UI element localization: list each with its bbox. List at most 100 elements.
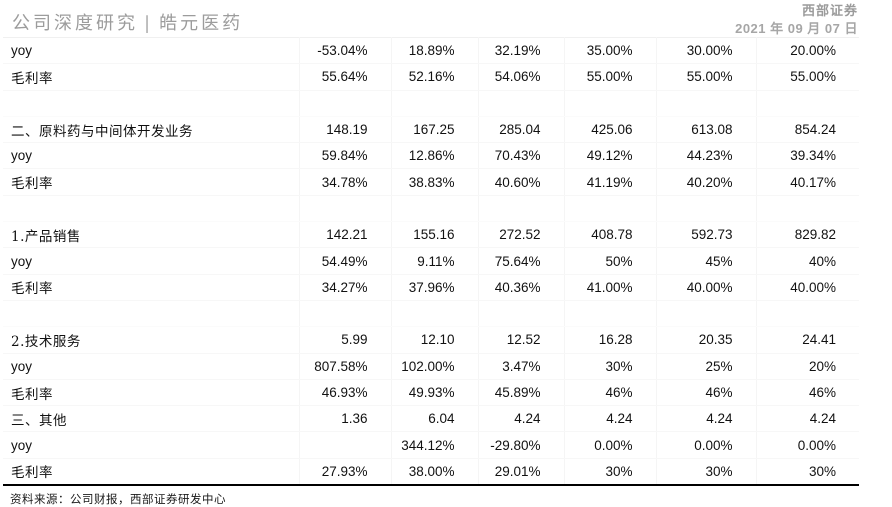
cell-value: 75.64% — [478, 247, 565, 275]
cell-value: 272.52 — [478, 221, 565, 249]
cell-value: 40.00% — [656, 274, 757, 301]
cell-value: 807.58% — [299, 353, 392, 380]
row-label: yoy — [3, 37, 300, 65]
cell-value: 54.49% — [299, 247, 392, 275]
table-row — [3, 300, 859, 328]
cell-value — [564, 300, 657, 328]
table-row — [3, 195, 859, 223]
table-row: yoy 807.58% 102.00% 3.47% 30% 25% 20% — [3, 353, 859, 380]
title-separator: | — [144, 13, 154, 34]
row-label: 二、原料药与中间体开发业务 — [3, 116, 300, 144]
cell-value: 52.16% — [391, 63, 479, 91]
cell-value: 46% — [656, 379, 757, 407]
cell-value: 12.86% — [391, 142, 479, 170]
cell-value: 40.36% — [478, 274, 565, 301]
cell-value — [391, 195, 479, 223]
cell-value: 0.00% — [564, 431, 657, 459]
cell-value: 148.19 — [299, 116, 392, 144]
cell-value: 49.93% — [391, 379, 479, 407]
table-row: 毛利率 34.27% 37.96% 40.36% 41.00% 40.00% 40.00% — [3, 274, 859, 301]
cell-value: 30% — [756, 458, 859, 486]
row-label: 毛利率 — [3, 458, 300, 486]
cell-value: 102.00% — [391, 353, 479, 380]
table-row: yoy 54.49% 9.11% 75.64% 50% 45% 40% — [3, 247, 859, 275]
cell-value: 9.11% — [391, 247, 479, 275]
cell-value: 30.00% — [656, 37, 757, 65]
cell-value: 285.04 — [478, 116, 565, 144]
cell-value: 40.00% — [756, 274, 859, 301]
cell-value: 1.36 — [299, 405, 392, 433]
row-label — [3, 90, 300, 117]
cell-value: 46% — [564, 379, 657, 407]
report-category-label: 公司深度研究 — [12, 13, 138, 34]
row-label: 三、其他 — [3, 405, 300, 433]
cell-value: 408.78 — [564, 221, 657, 249]
table-row: 1.产品销售 142.21 155.16 272.52 408.78 592.73 829.… — [3, 221, 859, 249]
cell-value: 20.35 — [656, 326, 757, 354]
cell-value: 46.93% — [299, 379, 392, 407]
cell-value: 70.43% — [478, 142, 565, 170]
cell-value: 12.52 — [478, 326, 565, 354]
cell-value: 0.00% — [756, 431, 859, 459]
cell-value: 29.01% — [478, 458, 565, 486]
cell-value — [564, 195, 657, 223]
cell-value — [478, 195, 565, 223]
cell-value: 45% — [656, 247, 757, 275]
table-row: yoy 59.84% 12.86% 70.43% 49.12% 44.23% 39.34% — [3, 142, 859, 170]
cell-value: 155.16 — [391, 221, 479, 249]
cell-value: 45.89% — [478, 379, 565, 407]
row-label: yoy — [3, 247, 300, 275]
cell-value — [656, 300, 757, 328]
cell-value: 4.24 — [756, 405, 859, 433]
header-brand-block: 西部证券 2021 年 09 月 07 日 — [735, 4, 858, 37]
table-row: 2.技术服务 5.99 12.10 12.52 16.28 20.35 24.41 — [3, 326, 859, 354]
table-row: 毛利率 46.93% 49.93% 45.89% 46% 46% 46% — [3, 379, 859, 407]
cell-value — [756, 90, 859, 117]
cell-value: 34.27% — [299, 274, 392, 301]
row-label: 毛利率 — [3, 274, 300, 301]
row-label: 毛利率 — [3, 63, 300, 91]
cell-value: -29.80% — [478, 431, 565, 459]
table-row: 毛利率 27.93% 38.00% 29.01% 30% 30% 30% — [3, 458, 859, 486]
cell-value: 18.89% — [391, 37, 479, 65]
cell-value: 35.00% — [564, 37, 657, 65]
cell-value: 39.34% — [756, 142, 859, 170]
cell-value: 55.00% — [656, 63, 757, 91]
row-label — [3, 300, 300, 328]
cell-value: 425.06 — [564, 116, 657, 144]
cell-value: 3.47% — [478, 353, 565, 380]
row-label: yoy — [3, 353, 300, 380]
cell-value: 25% — [656, 353, 757, 380]
cell-value: 4.24 — [564, 405, 657, 433]
cell-value — [299, 195, 392, 223]
cell-value: 41.00% — [564, 274, 657, 301]
cell-value: 38.83% — [391, 168, 479, 196]
cell-value: 46% — [756, 379, 859, 407]
financial-forecast-table: yoy -53.04% 18.89% 32.19% 35.00% 30.00% 20.00%… — [3, 37, 859, 486]
cell-value: 829.82 — [756, 221, 859, 249]
cell-value: 55.00% — [564, 63, 657, 91]
cell-value: 50% — [564, 247, 657, 275]
cell-value — [564, 90, 657, 117]
cell-value: 44.23% — [656, 142, 757, 170]
table-row: 毛利率 55.64% 52.16% 54.06% 55.00% 55.00% 55.00% — [3, 63, 859, 91]
cell-value: 24.41 — [756, 326, 859, 354]
table-row: yoy -53.04% 18.89% 32.19% 35.00% 30.00% 20.00% — [3, 37, 859, 65]
cell-value — [756, 195, 859, 223]
row-label: 毛利率 — [3, 379, 300, 407]
source-note: 资料来源：公司财报，西部证券研发中心 — [10, 491, 226, 506]
company-name: 皓元医药 — [159, 13, 244, 34]
cell-value: 40.60% — [478, 168, 565, 196]
cell-value: 32.19% — [478, 37, 565, 65]
cell-value: 38.00% — [391, 458, 479, 486]
cell-value — [756, 300, 859, 328]
cell-value: 854.24 — [756, 116, 859, 144]
cell-value: 20% — [756, 353, 859, 380]
row-label — [3, 195, 300, 223]
page-header: 公司深度研究 | 皓元医药 西部证券 2021 年 09 月 07 日 — [0, 0, 892, 37]
row-label: 2.技术服务 — [3, 326, 300, 354]
table-row — [3, 90, 859, 117]
cell-value — [299, 431, 392, 459]
cell-value: 54.06% — [478, 63, 565, 91]
cell-value: 16.28 — [564, 326, 657, 354]
